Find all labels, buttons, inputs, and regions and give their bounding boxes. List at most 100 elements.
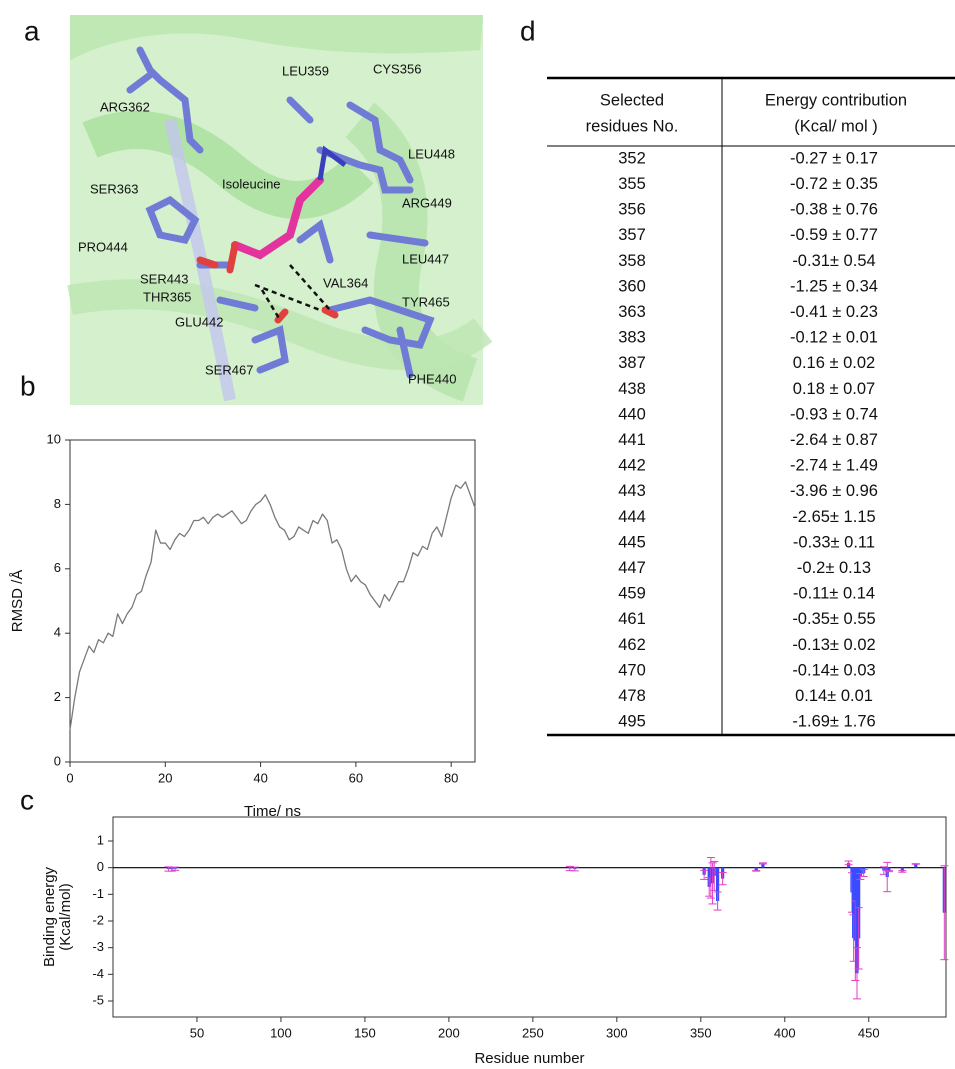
error-bar	[700, 870, 708, 879]
x-tick-label: 40	[253, 770, 267, 785]
residue-label: GLU442	[175, 314, 223, 329]
table-cell: 443	[618, 482, 646, 500]
rmsd-line	[70, 482, 475, 730]
panel-label: c	[20, 784, 34, 815]
x-axis-label: Residue number	[474, 1050, 584, 1067]
panel-label: a	[24, 15, 40, 46]
table-cell: -0.33± 0.11	[793, 533, 875, 551]
table-cell: 356	[618, 201, 646, 219]
figure: a b c d	[0, 0, 955, 1069]
table-cell: -0.38 ± 0.76	[790, 201, 878, 219]
panel-label: b	[20, 370, 36, 401]
x-tick-label: 400	[774, 1025, 796, 1040]
table-cell: 444	[618, 508, 646, 526]
y-tick-label: -5	[92, 992, 104, 1007]
error-bar	[719, 872, 727, 884]
table-cell: 0.18 ± 0.07	[793, 380, 875, 398]
table-cell: 445	[618, 533, 646, 551]
table-cell: -3.96 ± 0.96	[790, 482, 878, 500]
residue-label: ARG449	[402, 195, 452, 210]
y-tick-label: 0	[97, 859, 104, 874]
residue-label: CYS356	[373, 61, 421, 76]
residue-label: SER467	[205, 362, 253, 377]
table-cell: 462	[618, 636, 646, 654]
table-cell: 355	[618, 175, 646, 193]
table-cell: 441	[618, 431, 646, 449]
x-tick-label: 250	[522, 1025, 544, 1040]
panel-label: d	[520, 15, 536, 46]
x-tick-label: 200	[438, 1025, 460, 1040]
y-tick-label: 0	[54, 753, 61, 768]
y-axis-label: RMSD /Å	[9, 570, 26, 633]
table-cell: 358	[618, 252, 646, 270]
residue-label: THR365	[143, 289, 191, 304]
structure-image: ARG362 LEU359 CYS356 LEU448 Isoleucine S…	[70, 15, 483, 405]
table-cell: 383	[618, 329, 646, 347]
y-tick-label: 6	[54, 560, 61, 575]
table-header: Selected	[600, 91, 664, 109]
y-tick-label: 1	[97, 832, 104, 847]
table-header: residues No.	[586, 117, 679, 135]
x-tick-label: 50	[190, 1025, 204, 1040]
table-header: (Kcal/ mol )	[794, 117, 877, 135]
y-axis-label: Binding energy	[41, 866, 58, 967]
y-tick-label: -2	[92, 912, 104, 927]
residue-label: LEU448	[408, 146, 455, 161]
y-tick-label: 2	[54, 689, 61, 704]
page: a b c d	[0, 0, 955, 1069]
table-cell: 442	[618, 457, 646, 475]
plot-frame	[70, 440, 475, 762]
residue-label: ARG362	[100, 99, 150, 114]
table-cell: -0.27 ± 0.17	[790, 149, 878, 167]
residue-label: TYR465	[402, 294, 450, 309]
table-cell: -0.11± 0.14	[793, 585, 875, 603]
table-cell: 357	[618, 226, 646, 244]
table-cell: -1.69± 1.76	[792, 713, 875, 731]
table-cell: 478	[618, 687, 646, 705]
error-bar	[845, 861, 853, 865]
x-tick-label: 60	[349, 770, 363, 785]
residue-label: Isoleucine	[222, 176, 281, 191]
table-cell: -2.64 ± 0.87	[790, 431, 878, 449]
residue-label: LEU359	[282, 63, 329, 78]
y-tick-label: 10	[47, 431, 61, 446]
error-bar	[714, 892, 722, 910]
x-tick-label: 100	[270, 1025, 292, 1040]
table-cell: 0.16 ± 0.02	[793, 354, 875, 372]
x-tick-label: 80	[444, 770, 458, 785]
x-tick-label: 0	[66, 770, 73, 785]
table-cell: -1.25 ± 0.34	[790, 277, 878, 295]
x-tick-label: 150	[354, 1025, 376, 1040]
x-tick-label: 450	[858, 1025, 880, 1040]
y-tick-label: -4	[92, 966, 104, 981]
table-cell: -0.35± 0.55	[792, 610, 875, 628]
table-cell: -2.65± 1.15	[792, 508, 875, 526]
table-cell: 352	[618, 149, 646, 167]
y-tick-label: 4	[54, 625, 61, 640]
residue-label: SER443	[140, 271, 188, 286]
table-cell: -0.93 ± 0.74	[790, 405, 878, 423]
error-bar	[912, 864, 920, 865]
x-tick-label: 20	[158, 770, 172, 785]
table-cell: 459	[618, 585, 646, 603]
y-tick-label: -1	[92, 886, 104, 901]
y-tick-label: 8	[54, 496, 61, 511]
x-tick-label: 350	[690, 1025, 712, 1040]
table-cell: -0.2± 0.13	[797, 559, 871, 577]
table-cell: 470	[618, 661, 646, 679]
table-cell: -2.74 ± 1.49	[790, 457, 878, 475]
table-cell: 440	[618, 405, 646, 423]
table-cell: 363	[618, 303, 646, 321]
table-cell: 438	[618, 380, 646, 398]
table-cell: 0.14± 0.01	[795, 687, 873, 705]
table-cell: 360	[618, 277, 646, 295]
table-cell: 495	[618, 713, 646, 731]
residue-label: VAL364	[323, 275, 368, 290]
table-cell: -0.72 ± 0.35	[790, 175, 878, 193]
error-bar	[759, 863, 767, 864]
energy-table: Selected residues No. Energy contributio…	[547, 78, 955, 735]
table-cell: 387	[618, 354, 646, 372]
residue-label: SER363	[90, 181, 138, 196]
